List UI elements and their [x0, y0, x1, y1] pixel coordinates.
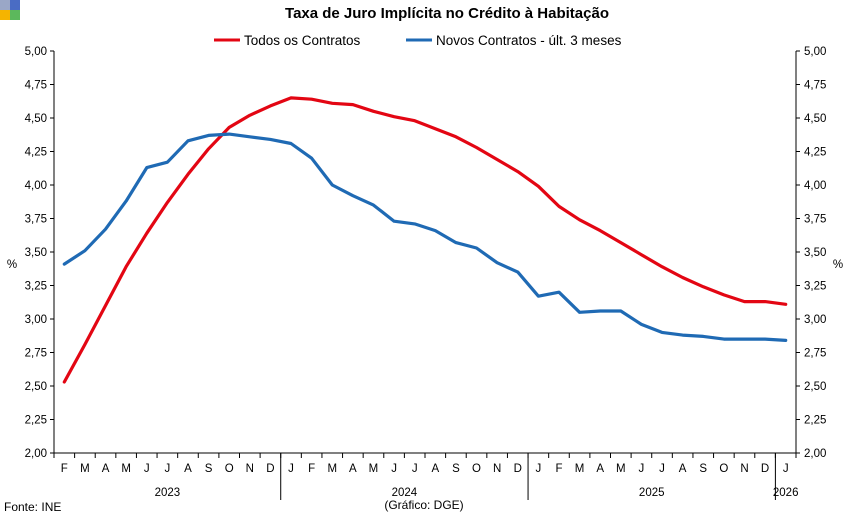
- x-tick-label: D: [266, 463, 274, 475]
- y-tick-label-left: 3,00: [25, 314, 47, 326]
- x-tick-label: F: [308, 463, 315, 475]
- legend-label-todos: Todos os Contratos: [244, 33, 361, 48]
- x-tick-label: J: [412, 463, 418, 475]
- x-tick-label: J: [639, 463, 645, 475]
- x-tick-label: A: [679, 463, 687, 475]
- y-tick-label-left: 3,25: [25, 281, 47, 293]
- y-tick-label-right: 4,25: [804, 147, 826, 159]
- y-tick-label-left: 5,00: [25, 46, 47, 58]
- x-tick-label: O: [719, 463, 728, 475]
- y-tick-label-left: 2,00: [25, 448, 47, 460]
- y-tick-label-left: 2,75: [25, 348, 47, 360]
- x-tick-label: A: [431, 463, 439, 475]
- legend-label-novos: Novos Contratos - últ. 3 meses: [436, 33, 622, 48]
- y-tick-label-right: 2,50: [804, 381, 826, 393]
- x-tick-label: A: [349, 463, 357, 475]
- x-tick-label: M: [575, 463, 585, 475]
- x-tick-label: A: [102, 463, 110, 475]
- x-tick-label: A: [596, 463, 604, 475]
- logo-square-2: [10, 0, 20, 10]
- y-tick-label-left: 4,50: [25, 113, 47, 125]
- y-tick-label-right: 3,00: [804, 314, 826, 326]
- year-label: 2025: [639, 487, 665, 499]
- x-tick-label: D: [514, 463, 522, 475]
- x-tick-label: M: [121, 463, 131, 475]
- y-axis-label-right: %: [833, 259, 843, 271]
- year-label: 2026: [773, 487, 799, 499]
- y-tick-label-right: 3,75: [804, 214, 826, 226]
- year-label: 2023: [155, 487, 181, 499]
- y-tick-label-right: 5,00: [804, 46, 826, 58]
- x-tick-label: J: [535, 463, 541, 475]
- x-tick-label: N: [740, 463, 748, 475]
- x-tick-label: J: [164, 463, 170, 475]
- x-tick-label: F: [555, 463, 562, 475]
- chart-title: Taxa de Juro Implícita no Crédito à Habi…: [285, 5, 609, 22]
- x-tick-label: J: [288, 463, 294, 475]
- y-tick-label-left: 3,50: [25, 247, 47, 259]
- y-tick-label-right: 3,50: [804, 247, 826, 259]
- source-note: Fonte: INE: [4, 500, 61, 514]
- y-tick-label-left: 2,50: [25, 381, 47, 393]
- x-tick-label: N: [246, 463, 254, 475]
- y-tick-label-right: 4,75: [804, 80, 826, 92]
- x-tick-label: S: [205, 463, 213, 475]
- legend: Todos os Contratos Novos Contratos - últ…: [214, 33, 622, 48]
- x-tick-label: S: [452, 463, 460, 475]
- y-tick-label-left: 4,00: [25, 180, 47, 192]
- x-tick-label: J: [783, 463, 789, 475]
- x-tick-label: J: [391, 463, 397, 475]
- credit-note: (Gráfico: DGE): [384, 498, 463, 512]
- logo-square-1: [0, 0, 10, 10]
- y-tick-label-right: 4,50: [804, 113, 826, 125]
- x-tick-label: J: [659, 463, 665, 475]
- logo: [0, 0, 20, 20]
- x-tick-label: O: [225, 463, 234, 475]
- x-tick-label: S: [699, 463, 707, 475]
- x-tick-label: N: [493, 463, 501, 475]
- x-tick-label: F: [61, 463, 68, 475]
- x-tick-label: M: [369, 463, 379, 475]
- series-line-novos: [62, 132, 788, 342]
- x-tick-label: O: [472, 463, 481, 475]
- x-tick-label: M: [327, 463, 337, 475]
- logo-square-4: [10, 10, 20, 20]
- series-group: [62, 96, 788, 384]
- y-axis-label-left: %: [7, 259, 17, 271]
- y-tick-label-left: 2,25: [25, 415, 47, 427]
- y-tick-label-right: 2,75: [804, 348, 826, 360]
- y-tick-label-left: 4,75: [25, 80, 47, 92]
- y-tick-label-right: 3,25: [804, 281, 826, 293]
- y-tick-label-left: 3,75: [25, 214, 47, 226]
- x-tick-label: D: [761, 463, 769, 475]
- x-tick-label: M: [80, 463, 90, 475]
- x-tick-label: A: [184, 463, 192, 475]
- x-tick-label: J: [144, 463, 150, 475]
- year-label: 2024: [392, 487, 418, 499]
- y-tick-label-right: 4,00: [804, 180, 826, 192]
- x-tick-label: M: [616, 463, 626, 475]
- y-tick-label-right: 2,25: [804, 415, 826, 427]
- logo-square-3: [0, 10, 10, 20]
- y-tick-label-left: 4,25: [25, 147, 47, 159]
- y-tick-label-right: 2,00: [804, 448, 826, 460]
- axes: 2,00 2,00 2,25 2,25 2,50 2,50 2,75 2,75 3,00 3,00…: [25, 46, 826, 500]
- series-line-todos: [62, 96, 788, 384]
